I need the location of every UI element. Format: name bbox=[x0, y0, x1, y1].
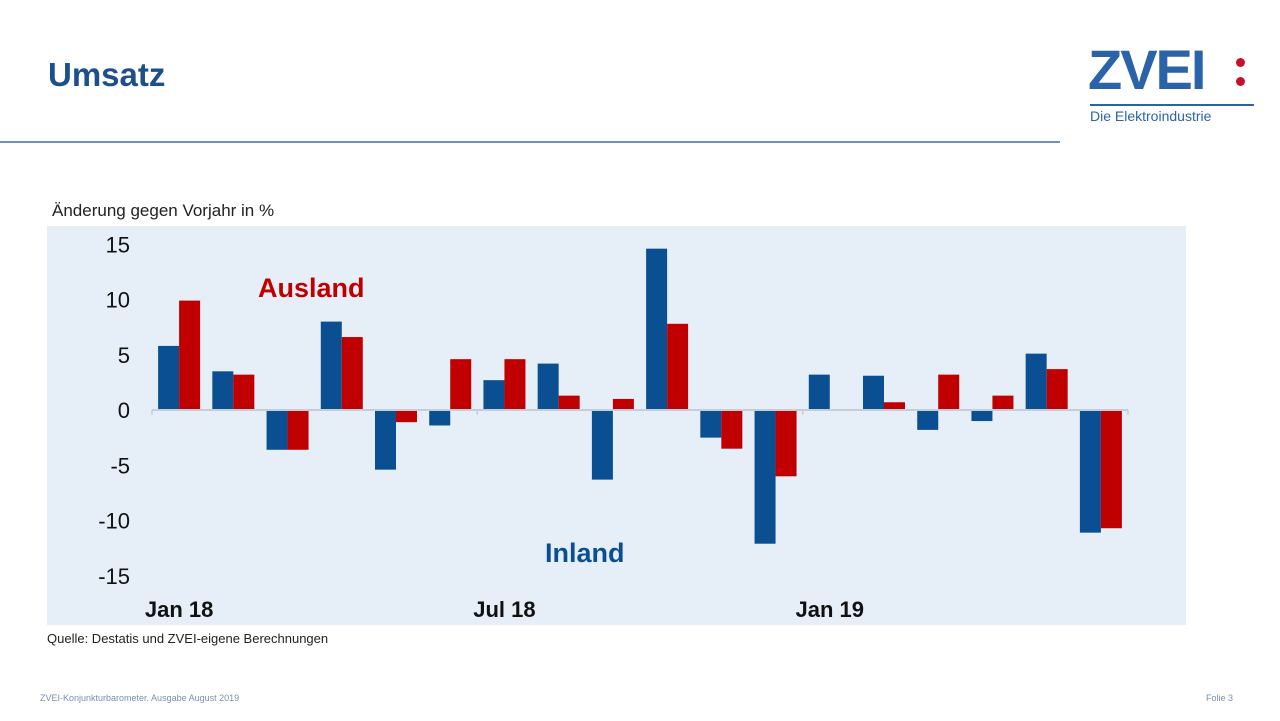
y-tick-label: 15 bbox=[106, 232, 130, 257]
bar-inland-feb-18 bbox=[212, 371, 234, 410]
bar-ausland-apr-19 bbox=[992, 395, 1014, 410]
page-title: Umsatz bbox=[48, 56, 166, 93]
bar-inland-jul-18 bbox=[483, 380, 505, 410]
bar-inland-mar-18 bbox=[266, 410, 288, 450]
bar-inland-feb-19 bbox=[863, 375, 884, 410]
bar-ausland-mar-19 bbox=[938, 374, 960, 410]
y-tick-label: -10 bbox=[98, 509, 130, 534]
title-divider bbox=[0, 141, 1060, 143]
bar-inland-nov-18 bbox=[700, 410, 722, 438]
bar-ausland-aug-18 bbox=[558, 395, 580, 410]
bar-ausland-sep-18 bbox=[612, 398, 634, 410]
bar-inland-jan-19 bbox=[808, 374, 830, 410]
y-tick-label: 0 bbox=[118, 398, 130, 423]
bar-inland-mar-19 bbox=[917, 410, 939, 430]
source-note: Quelle: Destatis und ZVEI-eigene Berechn… bbox=[47, 631, 329, 646]
y-axis-label: Änderung gegen Vorjahr in % bbox=[52, 201, 275, 220]
bar-ausland-jul-18 bbox=[504, 359, 526, 410]
bar-inland-jun-19 bbox=[1079, 410, 1101, 533]
y-tick-label: -5 bbox=[110, 453, 130, 478]
y-tick-label: 10 bbox=[106, 288, 130, 313]
bar-ausland-jun-19 bbox=[1100, 410, 1122, 529]
bar-inland-dec-18 bbox=[754, 410, 776, 544]
series-label-ausland: Ausland bbox=[258, 273, 365, 303]
footer-text: ZVEI-Konjunkturbarometer. Ausgabe August… bbox=[40, 693, 240, 703]
bar-ausland-oct-18 bbox=[667, 323, 689, 410]
bar-inland-may-18 bbox=[375, 410, 396, 470]
bar-ausland-jan-18 bbox=[179, 300, 201, 410]
bar-inland-apr-19 bbox=[971, 410, 993, 422]
bar-inland-sep-18 bbox=[591, 410, 613, 480]
x-tick-label: Jan 19 bbox=[796, 597, 865, 622]
bar-inland-jan-18 bbox=[158, 345, 180, 410]
logo-divider bbox=[1090, 104, 1254, 106]
bar-inland-jun-18 bbox=[429, 410, 451, 426]
bar-inland-may-19 bbox=[1025, 353, 1047, 410]
logo-text: ZVEI bbox=[1088, 38, 1206, 101]
bar-ausland-may-18 bbox=[396, 410, 417, 423]
x-tick-label: Jul 18 bbox=[473, 597, 535, 622]
y-tick-label: -15 bbox=[98, 564, 130, 589]
zvei-logo: ZVEI Die Elektroindustrie bbox=[1088, 38, 1258, 128]
series-label-inland: Inland bbox=[545, 538, 625, 568]
bar-ausland-may-19 bbox=[1046, 369, 1068, 410]
bar-ausland-feb-19 bbox=[884, 402, 905, 410]
bar-ausland-dec-18 bbox=[775, 410, 797, 477]
bar-ausland-nov-18 bbox=[721, 410, 743, 449]
bar-ausland-apr-18 bbox=[341, 337, 363, 410]
logo-subtitle: Die Elektroindustrie bbox=[1090, 108, 1212, 124]
bar-inland-aug-18 bbox=[537, 363, 559, 410]
page-number: Folie 3 bbox=[1206, 693, 1234, 703]
plot-area bbox=[47, 226, 1186, 625]
bar-ausland-mar-18 bbox=[287, 410, 309, 450]
bar-ausland-jun-18 bbox=[450, 359, 472, 410]
bar-ausland-feb-18 bbox=[233, 374, 255, 410]
bar-inland-apr-18 bbox=[320, 321, 342, 410]
x-tick-label: Jan 18 bbox=[145, 597, 214, 622]
logo-colon-icon bbox=[1236, 58, 1245, 96]
bar-inland-oct-18 bbox=[646, 248, 668, 410]
y-tick-label: 5 bbox=[118, 343, 130, 368]
